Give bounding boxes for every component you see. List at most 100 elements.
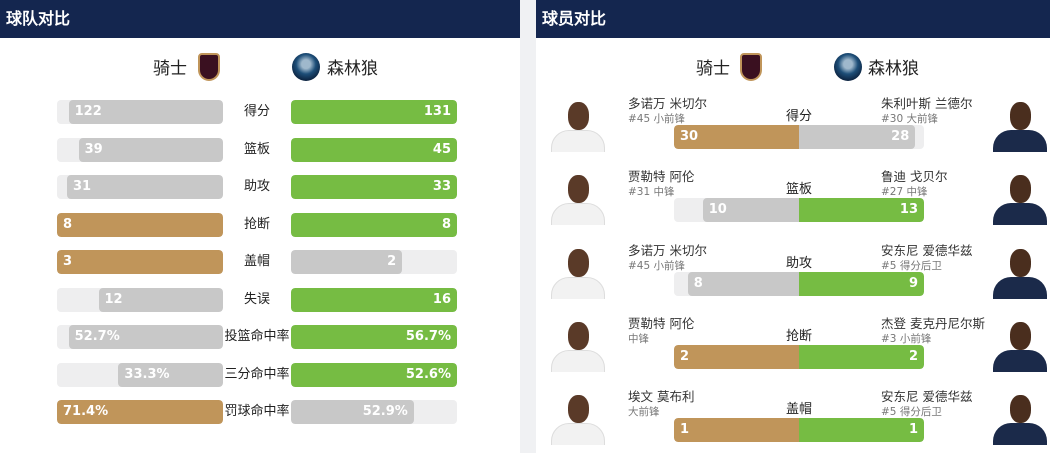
stat-label: 抢断 <box>243 216 270 232</box>
away-stat-bar: 2 <box>291 250 457 274</box>
stat-label: 抢断 <box>785 328 812 344</box>
home-player-photo[interactable] <box>548 100 608 152</box>
player-stat-bar: 10 13 <box>674 198 924 223</box>
home-stat-value: 8 <box>57 212 223 237</box>
away-player-photo[interactable] <box>990 320 1050 372</box>
home-player-position: #31 中锋 <box>628 186 675 199</box>
home-player-stat-value: 8 <box>687 271 799 296</box>
home-player-name[interactable]: 埃文 莫布利 <box>628 389 695 405</box>
away-player-name[interactable]: 朱利叶斯 兰德尔 <box>881 96 973 111</box>
stat-label: 盖帽 <box>243 254 270 269</box>
away-stat-value: 52.9% <box>291 400 414 424</box>
home-stat-bar: 39 <box>57 137 223 162</box>
home-stat-bar: 8 <box>57 212 223 237</box>
home-stat-value: 33.3% <box>118 362 223 387</box>
player-stat-bar: 2 2 <box>674 344 924 369</box>
home-stat-value: 39 <box>78 137 223 162</box>
away-player-name[interactable]: 杰登 麦克丹尼尔斯 <box>881 315 985 331</box>
stat-label: 篮板 <box>785 182 812 198</box>
home-player-name[interactable]: 贾勒特 阿伦 <box>628 169 695 185</box>
home-stat-bar: 33.3% <box>57 362 223 387</box>
stat-label: 投篮命中率 <box>224 329 290 344</box>
stat-label: 盖帽 <box>785 402 812 418</box>
stat-label: 失误 <box>243 291 270 307</box>
away-player-position: #5 得分后卫 <box>881 259 942 272</box>
home-player-position: 中锋 <box>628 332 649 345</box>
stat-label: 助攻 <box>243 179 270 194</box>
away-stat-value: 2 <box>291 250 403 274</box>
away-player-photo[interactable] <box>990 100 1050 152</box>
away-player-photo[interactable] <box>990 393 1050 446</box>
home-stat-value: 122 <box>68 100 223 124</box>
home-player-photo[interactable] <box>548 247 608 299</box>
home-team-name: 骑士 <box>696 59 730 79</box>
stat-label: 罚球命中率 <box>224 404 290 419</box>
home-player-position: 大前锋 <box>628 406 660 419</box>
home-stat-value: 71.4% <box>57 400 223 424</box>
timberwolves-logo-icon <box>292 53 320 81</box>
home-player-position: #45 小前锋 <box>628 259 685 272</box>
home-player-stat-value: 10 <box>702 198 799 223</box>
away-player-stat-value: 9 <box>799 271 924 296</box>
away-player-stat-value: 13 <box>799 198 924 223</box>
home-stat-bar: 71.4% <box>57 400 223 424</box>
away-stat-bar: 45 <box>291 137 457 162</box>
home-stat-bar: 3 <box>57 250 223 274</box>
home-player-name[interactable]: 贾勒特 阿伦 <box>628 315 695 331</box>
home-player-photo[interactable] <box>548 320 608 372</box>
away-player-stat-value: 28 <box>799 125 916 149</box>
home-player-stat-value: 1 <box>674 418 799 443</box>
home-stat-value: 52.7% <box>68 325 223 349</box>
home-stat-bar: 122 <box>57 100 223 124</box>
player-compare-panel: 球员对比 骑士 森林狼 多诺万 米切尔 #45 小前锋 得分 朱利叶斯 兰德尔 … <box>536 0 1050 453</box>
home-player-name[interactable]: 多诺万 米切尔 <box>628 242 707 258</box>
home-player-name[interactable]: 多诺万 米切尔 <box>628 96 707 111</box>
home-stat-value: 31 <box>66 175 223 199</box>
home-stat-value: 3 <box>57 250 223 274</box>
stat-label: 助攻 <box>785 255 812 271</box>
away-player-position: #5 得分后卫 <box>881 406 942 419</box>
away-team-name: 森林狼 <box>868 59 919 79</box>
away-player-name[interactable]: 安东尼 爱德华兹 <box>881 242 973 258</box>
stat-label: 得分 <box>243 104 270 119</box>
away-player-position: #27 中锋 <box>881 186 928 199</box>
home-player-stat-value: 2 <box>674 344 799 369</box>
away-stat-value: 16 <box>291 287 457 312</box>
away-player-position: #30 大前锋 <box>881 113 938 125</box>
player-compare-title: 球员对比 <box>536 0 1050 38</box>
team-compare-title: 球队对比 <box>0 0 520 38</box>
away-stat-bar: 52.9% <box>291 400 457 424</box>
away-team-name: 森林狼 <box>327 59 378 79</box>
away-stat-bar: 16 <box>291 287 457 312</box>
away-player-photo[interactable] <box>990 247 1050 299</box>
away-stat-bar: 8 <box>291 212 457 237</box>
away-stat-value: 131 <box>291 100 457 124</box>
stat-label: 篮板 <box>243 141 270 157</box>
away-player-name[interactable]: 鲁迪 戈贝尔 <box>881 169 948 185</box>
home-stat-bar: 31 <box>57 175 223 199</box>
away-stat-bar: 33 <box>291 175 457 199</box>
away-stat-bar: 56.7% <box>291 325 457 349</box>
home-stat-bar: 12 <box>57 287 223 312</box>
home-player-photo[interactable] <box>548 173 608 226</box>
away-player-position: #3 小前锋 <box>881 332 932 345</box>
away-player-stat-value: 1 <box>799 418 924 443</box>
player-stat-bar: 1 1 <box>674 418 924 443</box>
stat-label: 三分命中率 <box>224 366 290 382</box>
away-stat-bar: 131 <box>291 100 457 124</box>
away-player-name[interactable]: 安东尼 爱德华兹 <box>881 389 973 405</box>
away-stat-value: 33 <box>291 175 457 199</box>
home-player-position: #45 小前锋 <box>628 113 685 125</box>
home-stat-value: 12 <box>98 287 223 312</box>
home-player-photo[interactable] <box>548 393 608 446</box>
player-stat-bar: 30 28 <box>674 125 924 149</box>
away-stat-value: 52.6% <box>291 362 457 387</box>
home-player-stat-value: 30 <box>674 125 799 149</box>
home-team-name: 骑士 <box>153 59 187 79</box>
home-stat-bar: 52.7% <box>57 325 223 349</box>
away-stat-bar: 52.6% <box>291 362 457 387</box>
player-stat-bar: 8 9 <box>674 271 924 296</box>
away-player-photo[interactable] <box>990 173 1050 226</box>
team-compare-panel: 球队对比 骑士 森林狼 122 得分 131 39 篮板 45 31 助攻 33… <box>0 0 520 453</box>
timberwolves-logo-icon <box>834 53 862 81</box>
